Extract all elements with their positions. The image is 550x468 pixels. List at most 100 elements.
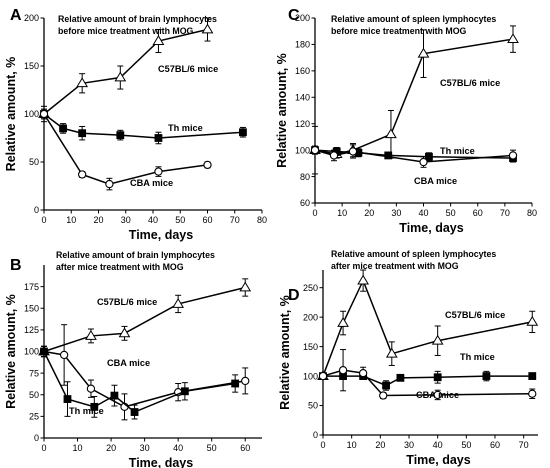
panel-letter: A: [10, 7, 22, 24]
circle-marker: [78, 170, 87, 179]
x-tick-label: 70: [500, 208, 510, 218]
square-marker: [482, 372, 491, 380]
x-tick-label: 20: [93, 215, 103, 225]
square-marker: [90, 402, 99, 411]
series-label: Th mice: [460, 352, 495, 362]
square-marker: [59, 124, 67, 133]
square-marker: [180, 387, 189, 396]
series-label: Th mice: [440, 146, 475, 156]
series-line: [314, 38, 514, 155]
y-tick-label: 0: [34, 205, 39, 215]
panel-letter: C: [288, 7, 300, 24]
series-cba-mice: CBA mice: [318, 349, 537, 401]
triangle-marker: [152, 35, 165, 45]
circle-marker: [338, 366, 348, 375]
y-axis-label: Relative amount, %: [4, 57, 18, 172]
x-axis-label: Time, days: [129, 456, 193, 468]
series-label: CBA mice: [107, 358, 150, 368]
triangle-marker: [118, 327, 131, 338]
square-marker: [382, 381, 390, 390]
circle-marker: [379, 391, 388, 400]
x-tick-label: 10: [73, 443, 83, 453]
square-marker: [528, 372, 537, 380]
x-tick-label: 40: [173, 443, 183, 453]
circle-marker: [105, 179, 114, 189]
x-tick-label: 40: [148, 215, 158, 225]
series-label: CBA mice: [414, 176, 457, 186]
square-marker: [239, 128, 247, 137]
chart-title-line: after mice treatment with MOG: [331, 261, 459, 271]
x-tick-label: 10: [66, 215, 76, 225]
square-marker: [116, 131, 125, 140]
panel-a: A Relative amount of brain lymphocytes bef…: [4, 7, 267, 242]
square-marker: [433, 373, 442, 382]
x-tick-label: 40: [433, 440, 443, 450]
y-tick-label: 75: [29, 368, 39, 378]
triangle-marker: [507, 33, 519, 44]
series-label: Th mice: [69, 406, 104, 416]
series-cba-mice: CBA mice: [310, 125, 518, 186]
y-tick-label: 100: [24, 109, 39, 119]
series-label: C57BL/6 mice: [97, 297, 157, 307]
square-marker: [154, 134, 163, 142]
y-tick-label: 80: [300, 172, 310, 182]
x-tick-label: 60: [240, 443, 250, 453]
y-tick-label: 250: [303, 283, 318, 293]
panel-d: D Relative amount of spleen lymphocytes af…: [278, 249, 539, 467]
circle-marker: [329, 151, 339, 160]
y-tick-label: 0: [313, 430, 318, 440]
y-axis-label: Relative amount, %: [275, 53, 289, 168]
x-tick-label: 30: [404, 440, 414, 450]
series-line: [322, 278, 533, 377]
circle-marker: [39, 109, 49, 119]
circle-marker: [59, 350, 69, 360]
y-tick-label: 125: [24, 325, 39, 335]
triangle-marker: [201, 23, 214, 34]
triangle-marker: [85, 329, 97, 340]
y-tick-label: 60: [300, 198, 310, 208]
y-tick-label: 200: [24, 13, 39, 23]
y-tick-label: 175: [24, 282, 39, 292]
series-c57bl-6-mice: C57BL/6 mice: [38, 278, 252, 358]
circle-marker: [310, 145, 320, 155]
x-tick-label: 30: [140, 443, 150, 453]
y-tick-label: 200: [295, 13, 310, 23]
triangle-marker: [431, 334, 444, 345]
circle-marker: [154, 167, 163, 176]
series-label: C57BL/6 mice: [445, 310, 505, 320]
x-axis-label: Time, days: [129, 228, 193, 242]
panel-b: B Relative amount of brain lymphocytes aft…: [4, 250, 262, 468]
y-tick-label: 100: [303, 371, 318, 381]
triangle-marker: [357, 274, 370, 285]
x-tick-label: 20: [375, 440, 385, 450]
series-label: C57BL/6 mice: [440, 78, 500, 88]
y-tick-label: 50: [29, 157, 39, 167]
x-tick-label: 0: [320, 440, 325, 450]
series-label: CBA mice: [416, 390, 459, 400]
y-tick-label: 150: [24, 303, 39, 313]
y-tick-label: 160: [295, 66, 310, 76]
square-marker: [425, 152, 433, 161]
circle-marker: [419, 157, 428, 167]
x-tick-label: 0: [312, 208, 317, 218]
x-tick-label: 0: [41, 215, 46, 225]
y-tick-label: 120: [295, 119, 310, 129]
y-tick-label: 100: [24, 347, 39, 357]
square-marker: [130, 408, 139, 416]
x-tick-label: 50: [175, 215, 185, 225]
circle-marker: [348, 147, 358, 156]
x-tick-label: 80: [527, 208, 537, 218]
series-label: C57BL/6 mice: [158, 64, 218, 74]
series-c57bl-6-mice: C57BL/6 mice: [309, 25, 519, 159]
chart-title-line: Relative amount of spleen lymphocytes: [331, 14, 496, 24]
chart-title-line: after mice treatment with MOG: [56, 262, 184, 272]
triangle-marker: [526, 315, 539, 326]
series-c57bl-6-mice: C57BL/6 mice: [317, 269, 539, 380]
circle-marker: [241, 376, 250, 386]
series-line: [323, 375, 533, 387]
chart-title-line: Relative amount of brain lymphocytes: [56, 250, 215, 260]
circle-marker: [318, 371, 328, 381]
x-tick-label: 60: [490, 440, 500, 450]
x-tick-label: 30: [391, 208, 401, 218]
chart-title-line: before mice treatment with MOG: [331, 26, 467, 36]
